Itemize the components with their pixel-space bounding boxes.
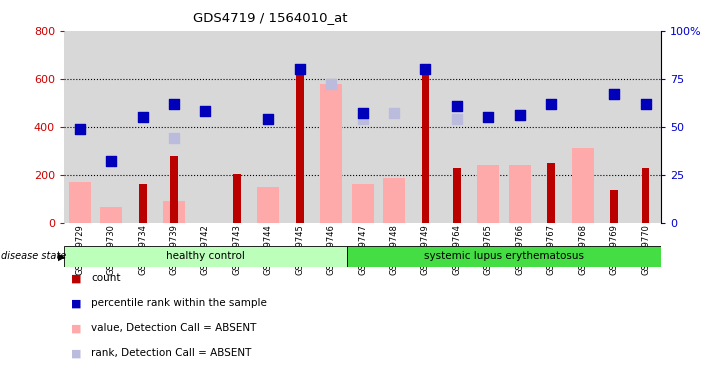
Bar (599, 31, 630, 223)
Point (545, 101, 557, 107)
Bar (422, 69, 429, 223)
Bar (320, 84, 342, 223)
Bar (163, 201, 185, 223)
Text: GDS4719 / 1564010_at: GDS4719 / 1564010_at (193, 12, 348, 25)
Bar (504, 31, 535, 223)
Bar (509, 165, 531, 223)
Point (483, 114, 494, 120)
Point (169, 101, 180, 107)
Bar (567, 31, 599, 223)
Text: ■: ■ (71, 348, 82, 358)
Text: ■: ■ (71, 298, 82, 308)
Bar (252, 31, 284, 223)
Point (640, 101, 651, 107)
Bar (352, 184, 373, 223)
Bar (69, 182, 91, 223)
Bar (284, 31, 316, 223)
Text: ▶: ▶ (58, 251, 66, 262)
Point (514, 112, 525, 118)
Point (137, 114, 149, 120)
Bar (378, 31, 410, 223)
Point (388, 110, 400, 116)
Text: value, Detection Call = ABSENT: value, Detection Call = ABSENT (91, 323, 257, 333)
Text: systemic lupus erythematosus: systemic lupus erythematosus (424, 251, 584, 262)
Point (451, 103, 463, 109)
Bar (477, 165, 499, 223)
Bar (190, 31, 221, 223)
Text: healthy control: healthy control (166, 251, 245, 262)
Bar (159, 31, 190, 223)
Text: rank, Detection Call = ABSENT: rank, Detection Call = ABSENT (91, 348, 252, 358)
Bar (547, 163, 555, 223)
Bar (100, 207, 122, 223)
Bar (139, 184, 146, 223)
Bar (572, 148, 594, 223)
Bar (383, 178, 405, 223)
Point (105, 158, 117, 164)
Point (262, 116, 274, 122)
Bar (641, 167, 649, 223)
Bar (473, 31, 504, 223)
Bar (296, 68, 304, 223)
Point (451, 116, 463, 122)
Point (326, 81, 337, 88)
Point (357, 110, 368, 116)
Bar (127, 31, 159, 223)
Text: ■: ■ (71, 323, 82, 333)
Bar (316, 31, 347, 223)
Point (419, 66, 431, 72)
Point (200, 108, 211, 114)
Text: ■: ■ (71, 273, 82, 283)
Bar (64, 246, 347, 267)
Point (357, 116, 368, 122)
Bar (410, 31, 442, 223)
Bar (347, 31, 378, 223)
Bar (535, 31, 567, 223)
Bar (221, 31, 252, 223)
Point (74, 126, 85, 132)
Bar (442, 31, 473, 223)
Point (609, 91, 620, 97)
Bar (610, 190, 618, 223)
Bar (453, 167, 461, 223)
Point (514, 112, 525, 118)
Text: percentile rank within the sample: percentile rank within the sample (91, 298, 267, 308)
Bar (170, 156, 178, 223)
Bar (64, 31, 95, 223)
Text: disease state: disease state (1, 251, 66, 262)
Point (169, 135, 180, 141)
Bar (257, 187, 279, 223)
Text: count: count (91, 273, 120, 283)
Point (294, 66, 306, 72)
Bar (347, 246, 661, 267)
Bar (630, 31, 661, 223)
Bar (233, 174, 241, 223)
Point (609, 91, 620, 97)
Bar (95, 31, 127, 223)
